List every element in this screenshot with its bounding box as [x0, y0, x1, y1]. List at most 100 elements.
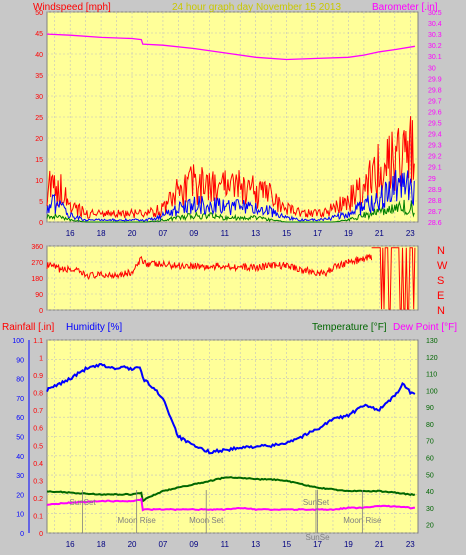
wind-x-tick-label: 15 [282, 229, 291, 238]
wind-x-tick-label: 17 [313, 229, 322, 238]
temperature-y-tick-label: 110 [426, 372, 437, 379]
barometer-y-tick-label: 28.8 [428, 198, 442, 205]
climate-x-tick-label: 09 [189, 540, 198, 549]
humidity-y-tick-label: 70 [16, 396, 24, 403]
rain-y-tick-label: 0.1 [33, 513, 43, 520]
direction-y-tick-label: 360 [31, 244, 43, 251]
wind_avg-line [46, 170, 415, 222]
temperature-y-tick-label: 80 [426, 422, 434, 429]
wind-x-tick-label: 09 [189, 229, 198, 238]
humidity-y-tick-label: 50 [16, 435, 24, 442]
barometer-axis-label: Barometer [.in] [372, 2, 438, 13]
temperature-y-tick-label: 100 [426, 388, 438, 395]
temperature-y-tick-label: 30 [426, 506, 434, 513]
temperature-y-tick-label: 90 [426, 405, 434, 412]
compass-label: E [437, 290, 444, 302]
barometer-y-tick-label: 29.4 [428, 132, 442, 139]
wind-y-tick-label: 0 [39, 220, 43, 227]
humidity-y-tick-label: 100 [12, 338, 24, 345]
rain-y-tick-label: 0.6 [33, 426, 43, 433]
temperature-line [46, 476, 416, 503]
wind-y-tick-label: 5 [39, 199, 43, 206]
event-label: SunSe [306, 533, 331, 542]
barometer-y-tick-label: 28.7 [428, 209, 442, 216]
barometer-y-tick-label: 29.3 [428, 143, 442, 150]
barometer-y-tick-label: 30.3 [428, 32, 442, 39]
barometer-y-tick-label: 29.6 [428, 109, 442, 116]
event-label: SunSet [69, 498, 96, 507]
wind-y-tick-label: 35 [35, 73, 43, 80]
climate-x-tick-label: 18 [97, 540, 106, 549]
wind_gust-line [46, 116, 415, 219]
climate-x-tick-label: 17 [313, 540, 322, 549]
barometer-y-tick-label: 28.9 [428, 187, 442, 194]
rain-y-tick-label: 0.9 [33, 373, 43, 380]
barometer-line [46, 33, 416, 61]
wind-x-tick-label: 20 [128, 229, 137, 238]
humidity-y-tick-label: 30 [16, 473, 24, 480]
wind_low-line [46, 199, 415, 223]
rain-y-tick-label: 0.8 [33, 391, 43, 398]
rain-y-tick-label: 0.5 [33, 443, 43, 450]
rain-y-tick-label: 0.3 [33, 478, 43, 485]
climate-x-tick-label: 13 [251, 540, 260, 549]
wind-x-tick-label: 23 [406, 229, 415, 238]
wind-x-tick-label: 16 [66, 229, 75, 238]
wind-x-tick-label: 13 [251, 229, 260, 238]
temperature-y-tick-label: 120 [426, 355, 438, 362]
barometer-y-tick-label: 29.9 [428, 76, 442, 83]
direction-spikes [371, 247, 416, 310]
temperature-y-tick-label: 20 [426, 523, 434, 530]
humidity-y-tick-label: 0 [20, 531, 24, 538]
wind-x-tick-label: 11 [221, 229, 230, 238]
wind-x-tick-label: 21 [375, 229, 384, 238]
event-label: SunSet [303, 498, 330, 507]
wind-y-tick-label: 30 [35, 94, 43, 101]
event-label: Moon Rise [118, 516, 157, 525]
direction-y-tick-label: 90 [35, 292, 43, 299]
barometer-y-tick-label: 30 [428, 65, 436, 72]
wind-x-tick-label: 19 [344, 229, 353, 238]
barometer-y-tick-label: 30.1 [428, 54, 442, 61]
temperature-y-tick-label: 50 [426, 472, 434, 479]
humidity-y-tick-label: 20 [16, 492, 24, 499]
humidity-y-tick-label: 60 [16, 415, 24, 422]
climate-x-tick-label: 15 [282, 540, 291, 549]
event-label: Moon Rise [343, 516, 382, 525]
climate-x-tick-label: 11 [221, 540, 230, 549]
wind-y-tick-label: 25 [35, 115, 43, 122]
rain-y-tick-label: 0.4 [33, 461, 43, 468]
barometer-y-tick-label: 30.5 [428, 10, 442, 17]
rain-y-tick-label: 0.7 [33, 408, 43, 415]
barometer-y-tick-label: 29.1 [428, 165, 442, 172]
humidity-y-tick-label: 10 [16, 512, 24, 519]
wind-y-tick-label: 10 [35, 178, 43, 185]
direction-y-tick-label: 180 [31, 276, 43, 283]
direction-y-tick-label: 270 [31, 260, 43, 267]
rain-y-tick-label: 1 [39, 356, 43, 363]
direction-line [46, 253, 373, 281]
rain-y-tick-label: 0.2 [33, 496, 43, 503]
windspeed-axis-label: Windspeed [mph] [33, 2, 111, 13]
compass-label: N [437, 245, 445, 257]
barometer-y-tick-label: 29 [428, 176, 436, 183]
climate-x-tick-label: 20 [128, 540, 137, 549]
compass-label: S [437, 275, 444, 287]
rainfall-axis-label: Rainfall [.in] [2, 322, 54, 333]
wind-y-tick-label: 40 [35, 52, 43, 59]
barometer-y-tick-label: 30.4 [428, 21, 442, 28]
barometer-y-tick-label: 30.2 [428, 43, 442, 50]
compass-label: W [437, 260, 448, 272]
temperature-axis-label: Temperature [°F] [312, 322, 387, 333]
rain-y-tick-label: 0 [39, 531, 43, 538]
climate-x-tick-label: 23 [406, 540, 415, 549]
dewpoint-axis-label: Dew Point [°F] [393, 322, 457, 333]
wind-x-tick-label: 07 [158, 229, 167, 238]
humidity-axis-label: Humidity [%] [66, 322, 122, 333]
humidity-y-tick-label: 80 [16, 377, 24, 384]
wind-y-tick-label: 20 [35, 136, 43, 143]
wind-x-tick-label: 18 [97, 229, 106, 238]
temperature-y-tick-label: 130 [426, 338, 438, 345]
barometer-y-tick-label: 29.8 [428, 87, 442, 94]
